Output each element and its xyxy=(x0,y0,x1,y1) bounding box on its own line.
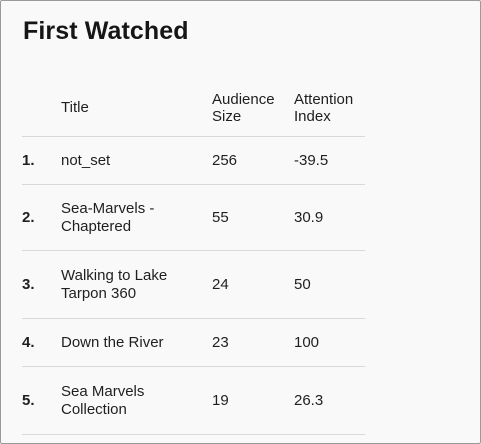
row-audience-size: 55 xyxy=(212,184,294,251)
row-audience-size: 23 xyxy=(212,318,294,367)
table-row: 1. not_set 256 -39.5 xyxy=(22,136,365,185)
rank-column-header xyxy=(22,79,61,137)
row-title: not_set xyxy=(61,136,212,185)
audience-size-column-header: Audience Size xyxy=(212,79,294,137)
row-audience-size: 19 xyxy=(212,366,294,435)
row-audience-size: 256 xyxy=(212,136,294,185)
table-header-row: Title Audience Size Attention Index xyxy=(22,79,365,137)
table-row: 5. Sea Marvels Collection 19 26.3 xyxy=(22,366,365,435)
first-watched-table: Title Audience Size Attention Index 1. n… xyxy=(22,79,365,435)
row-rank: 1. xyxy=(22,136,61,185)
row-attention-index: 26.3 xyxy=(294,366,365,435)
table-row: 2. Sea-Marvels - Chaptered 55 30.9 xyxy=(22,184,365,251)
row-attention-index: 50 xyxy=(294,250,365,319)
row-attention-index: -39.5 xyxy=(294,136,365,185)
row-rank: 5. xyxy=(22,366,61,435)
card-title: First Watched xyxy=(23,17,189,45)
table-row: 4. Down the River 23 100 xyxy=(22,318,365,367)
attention-index-column-header: Attention Index xyxy=(294,79,365,137)
row-title: Down the River xyxy=(61,318,212,367)
row-title: Walking to Lake Tarpon 360 xyxy=(61,250,212,319)
row-attention-index: 100 xyxy=(294,318,365,367)
row-attention-index: 30.9 xyxy=(294,184,365,251)
table-row: 3. Walking to Lake Tarpon 360 24 50 xyxy=(22,250,365,319)
row-rank: 3. xyxy=(22,250,61,319)
title-column-header: Title xyxy=(61,79,212,137)
row-rank: 2. xyxy=(22,184,61,251)
row-title: Sea Marvels Collection xyxy=(61,366,212,435)
row-title: Sea-Marvels - Chaptered xyxy=(61,184,212,251)
row-audience-size: 24 xyxy=(212,250,294,319)
row-rank: 4. xyxy=(22,318,61,367)
